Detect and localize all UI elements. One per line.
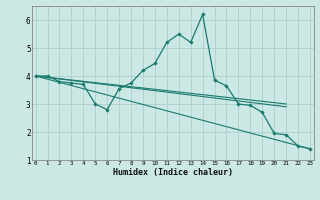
X-axis label: Humidex (Indice chaleur): Humidex (Indice chaleur) xyxy=(113,168,233,177)
